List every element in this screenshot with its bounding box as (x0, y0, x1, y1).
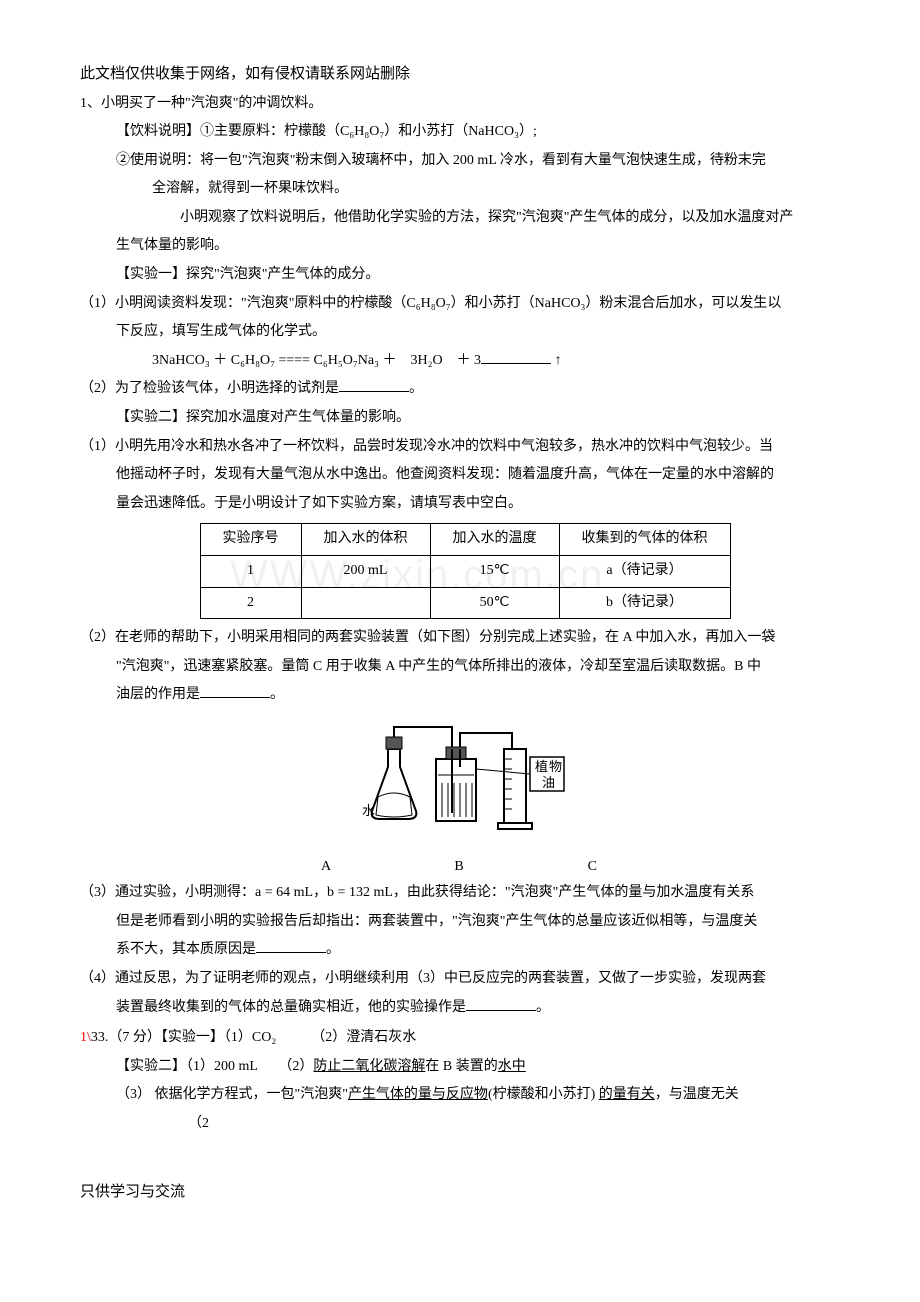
ans2-mid: 在 B 装置的 (425, 1059, 497, 1074)
exp1-title: 【实验一】探究"汽泡爽"产生气体的成分。 (80, 262, 850, 289)
ans2-pre: 【实验二】（1）200 mL （2） (116, 1059, 313, 1074)
answer-block: 1\33.（7 分）【实验一】（1）CO₂ （2）澄清石灰水 【实验二】（1）2… (80, 1025, 850, 1137)
drink-desc-2b: 全溶解，就得到一杯果味饮料。 (80, 176, 850, 203)
header-note: 此文档仅供收集于网络，如有侵权请联系网站删除 (80, 60, 850, 89)
apparatus-figure: 水 植 (80, 719, 850, 850)
exp2-1b: 他摇动杯子时，发现有大量气泡从水中逸出。他查阅资料发现：随着温度升高，气体在一定… (80, 462, 850, 489)
exp2-2b: "汽泡爽"，迅速塞紧胶塞。量筒 C 用于收集 A 中产生的气体所排出的液体，冷却… (80, 654, 850, 681)
watermark: WWW.zixin.com.cn (230, 537, 604, 613)
drink-desc-2a: ②使用说明：将一包"汽泡爽"粉末倒入玻璃杯中，加入 200 mL 冷水，看到有大… (80, 148, 850, 175)
observe-b: 生气体量的影响。 (80, 233, 850, 260)
exp2-3c-pre: 系不大，其本质原因是 (116, 942, 256, 957)
exp2-3c: 系不大，其本质原因是 。 (80, 937, 850, 964)
ans3-pre: （3） 依据化学方程式，一包"汽泡爽" (116, 1087, 348, 1102)
page: 此文档仅供收集于网络，如有侵权请联系网站删除 1、小明买了一种"汽泡爽"的冲调饮… (0, 0, 920, 1302)
answer-line2: 【实验二】（1）200 mL （2）防止二氧化碳溶解在 B 装置的水中 (80, 1054, 850, 1081)
answer-line3: （3） 依据化学方程式，一包"汽泡爽"产生气体的量与反应物(柠檬酸和小苏打) 的… (80, 1082, 850, 1109)
answer-line4: （2 (80, 1111, 850, 1138)
exp2-2c: 油层的作用是 。 (80, 682, 850, 709)
apparatus-diagram-icon: 水 植 (360, 719, 570, 839)
exp2-3c-post: 。 (326, 942, 340, 957)
exp1-2-blank[interactable] (339, 377, 409, 392)
exp2-4b: 装置最终收集到的气体的总量确实相近，他的实验操作是 。 (80, 995, 850, 1022)
exp2-2c-post: 。 (270, 687, 284, 702)
equation: 3NaHCO₃ ＋ C₆H₈O₇ ==== C₆H₅O₇Na₃ ＋ 3H₂O ＋… (80, 348, 850, 375)
exp2-3a: （3）通过实验，小明测得：a = 64 mL，b = 132 mL，由此获得结论… (80, 880, 850, 907)
exp2-2c-blank[interactable] (200, 683, 270, 698)
oil-label-3: 油 (542, 775, 555, 790)
equation-blank[interactable] (481, 349, 551, 364)
equation-post: ↑ (551, 353, 562, 368)
exp2-4a: （4）通过反思，为了证明老师的观点，小明继续利用（3）中已反应完的两套装置，又做… (80, 966, 850, 993)
answer-prefix: 1\ (80, 1030, 91, 1045)
exp1-2: （2）为了检验该气体，小明选择的试剂是 。 (80, 376, 850, 403)
exp1-1a: （1）小明阅读资料发现："汽泡爽"原料中的柠檬酸（C₆H₈O₇）和小苏打（NaH… (80, 291, 850, 318)
exp2-3b: 但是老师看到小明的实验报告后却指出：两套装置中，"汽泡爽"产生气体的总量应该近似… (80, 909, 850, 936)
ans3-post: ，与温度无关 (655, 1087, 739, 1102)
ans3-u1: 产生气体的量与反应物 (348, 1087, 488, 1102)
figure-labels: A B C (80, 854, 850, 881)
flask-water-label: 水 (362, 803, 375, 818)
ans2-u1: 防止二氧化碳溶解 (313, 1059, 425, 1074)
oil-label-2: 物 (549, 759, 562, 774)
ans3-mid: (柠檬酸和小苏打) (488, 1087, 599, 1102)
answer-line1: 1\33.（7 分）【实验一】（1）CO₂ （2）澄清石灰水 (80, 1025, 850, 1052)
exp2-1c: 量会迅速降低。于是小明设计了如下实验方案，请填写表中空白。 (80, 491, 850, 518)
ans3-u2: 的量有关 (599, 1087, 655, 1102)
exp2-1a: （1）小明先用冷水和热水各冲了一杯饮料，品尝时发现冷水冲的饮料中气泡较多，热水冲… (80, 434, 850, 461)
exp2-4b-post: 。 (536, 1000, 550, 1015)
ans2-u2: 水中 (498, 1059, 526, 1074)
exp2-4b-pre: 装置最终收集到的气体的总量确实相近，他的实验操作是 (116, 1000, 466, 1015)
footer-note: 只供学习与交流 (80, 1178, 850, 1207)
exp2-2a: （2）在老师的帮助下，小明采用相同的两套实验装置（如下图）分别完成上述实验，在 … (80, 625, 850, 652)
exp1-2-pre: （2）为了检验该气体，小明选择的试剂是 (80, 381, 339, 396)
drink-desc-1: 【饮料说明】①主要原料：柠檬酸（C₆H₈O₇）和小苏打（NaHCO₃）; (80, 119, 850, 146)
exp2-title: 【实验二】探究加水温度对产生气体量的影响。 (80, 405, 850, 432)
exp2-3c-blank[interactable] (256, 938, 326, 953)
q1-intro: 1、小明买了一种"汽泡爽"的冲调饮料。 (80, 91, 850, 118)
oil-label-1: 植 (535, 759, 548, 774)
exp2-4b-blank[interactable] (466, 996, 536, 1011)
exp1-1b: 下反应，填写生成气体的化学式。 (80, 319, 850, 346)
answer-1: 33.（7 分）【实验一】（1）CO₂ （2）澄清石灰水 (91, 1030, 416, 1045)
equation-pre: 3NaHCO₃ ＋ C₆H₈O₇ ==== C₆H₅O₇Na₃ ＋ 3H₂O ＋… (152, 353, 481, 368)
exp1-2-post: 。 (409, 381, 423, 396)
observe-a: 小明观察了饮料说明后，他借助化学实验的方法，探究"汽泡爽"产生气体的成分，以及加… (80, 205, 850, 232)
exp2-2c-pre: 油层的作用是 (116, 687, 200, 702)
